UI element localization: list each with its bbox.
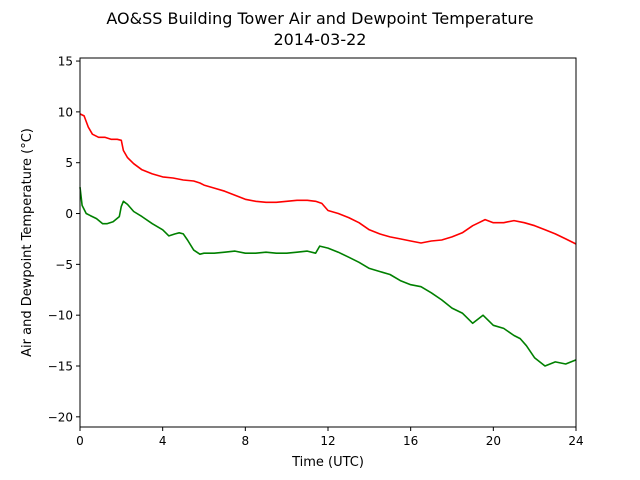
- y-tick-label: −5: [55, 258, 73, 272]
- x-tick-label: 24: [568, 434, 583, 448]
- series-line-1: [79, 113, 577, 245]
- y-tick-label: 15: [58, 55, 73, 69]
- x-tick-label: 16: [403, 434, 418, 448]
- series-line-2: [79, 187, 577, 367]
- x-tick-label: 12: [320, 434, 335, 448]
- x-axis-ticks: 0 4 8 12 16 20 24: [76, 427, 584, 448]
- x-tick-label: 0: [76, 434, 84, 448]
- y-tick-label: −15: [48, 360, 73, 374]
- chart-title: AO&SS Building Tower Air and Dewpoint Te…: [106, 9, 533, 28]
- y-tick-label: 0: [65, 207, 73, 221]
- x-tick-label: 4: [159, 434, 167, 448]
- x-axis-label: Time (UTC): [291, 455, 364, 470]
- y-axis-ticks: −20 −15 −10 −5 0 5 10 15: [48, 55, 80, 424]
- y-tick-label: −10: [48, 309, 73, 323]
- chart-subtitle: 2014-03-22: [274, 30, 367, 49]
- y-tick-label: 10: [58, 105, 73, 119]
- y-axis-label: Air and Dewpoint Temperature (°C): [20, 128, 35, 357]
- x-tick-label: 8: [242, 434, 250, 448]
- y-tick-label: 5: [65, 156, 73, 170]
- series-layer: [79, 113, 577, 367]
- x-tick-label: 20: [486, 434, 501, 448]
- y-tick-label: −20: [48, 410, 73, 424]
